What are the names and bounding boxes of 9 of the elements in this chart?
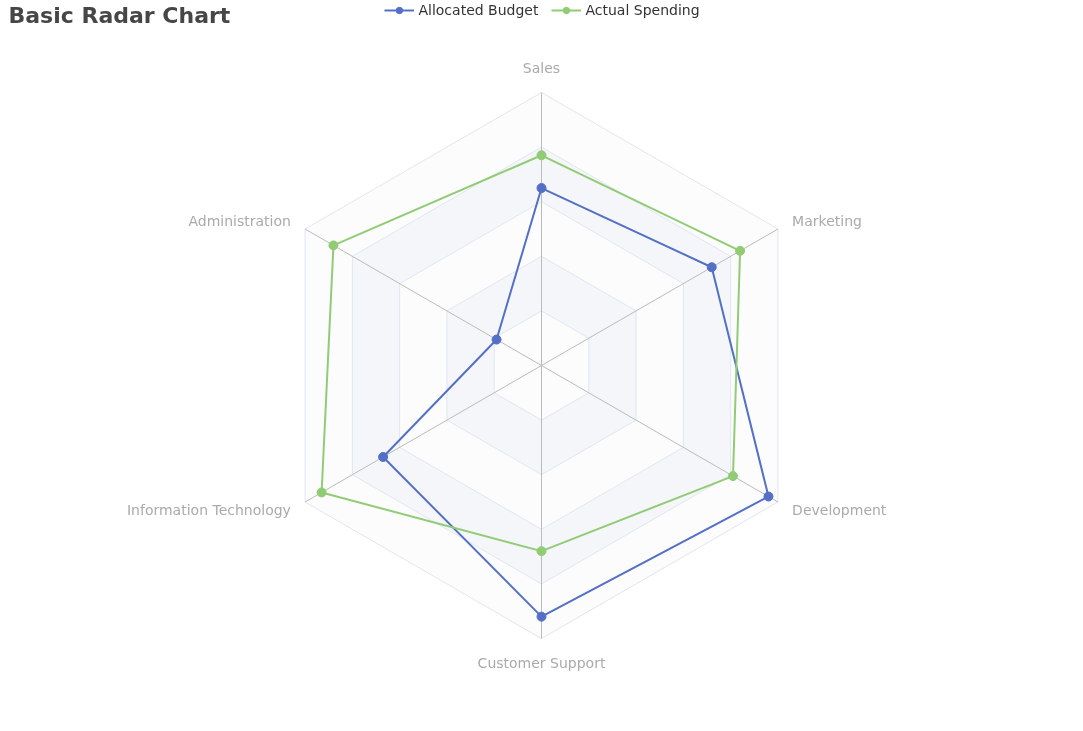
legend-label: Allocated Budget	[418, 2, 539, 18]
spoke-label: Customer Support	[477, 654, 606, 671]
spoke-label: Administration	[188, 212, 291, 229]
spoke-label: Development	[792, 502, 887, 519]
chart-title: Basic Radar Chart	[8, 2, 231, 28]
spoke-label: Information Technology	[126, 502, 291, 519]
legend-label: Actual Spending	[585, 2, 700, 18]
spoke-label: Marketing	[792, 212, 862, 229]
spoke-label: Sales	[522, 60, 561, 77]
